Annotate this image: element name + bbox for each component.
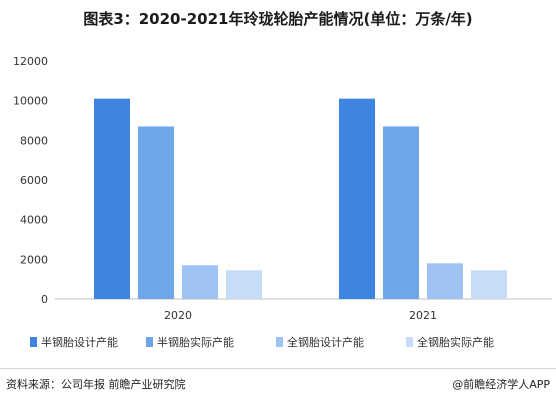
- y-tick-label: 4000: [20, 214, 48, 227]
- chart-title: 图表3：2020-2021年玲珑轮胎产能情况(单位：万条/年): [83, 10, 473, 28]
- y-tick-label: 2000: [20, 253, 48, 266]
- legend-swatch: [276, 337, 283, 347]
- legend-swatch: [406, 337, 413, 347]
- x-axis: 2020 2021: [164, 309, 437, 322]
- bar-2020-series-1: [94, 98, 130, 299]
- legend-label: 全钢胎设计产能: [287, 335, 364, 349]
- y-tick-label: 8000: [20, 134, 48, 147]
- legend-label: 半钢胎设计产能: [41, 335, 118, 349]
- y-tick-label: 10000: [13, 95, 48, 108]
- bar-2021-series-2: [383, 126, 419, 299]
- legend-swatch: [30, 337, 37, 347]
- legend-item: 全钢胎实际产能: [406, 335, 494, 349]
- legend-item: 半钢胎设计产能: [30, 335, 118, 349]
- bar-2021-series-1: [339, 98, 375, 299]
- y-axis: 0 2000 4000 6000 8000 10000 12000: [13, 55, 48, 306]
- bar-2020-series-3: [182, 265, 218, 299]
- legend-label: 半钢胎实际产能: [157, 335, 234, 349]
- source-note: 资料来源：公司年报 前瞻产业研究院: [6, 378, 186, 391]
- y-tick-label: 12000: [13, 55, 48, 68]
- legend: 半钢胎设计产能 半钢胎实际产能 全钢胎设计产能 全钢胎实际产能: [30, 335, 494, 349]
- legend-item: 全钢胎设计产能: [276, 335, 364, 349]
- y-tick-label: 6000: [20, 174, 48, 187]
- legend-swatch: [146, 337, 153, 347]
- bar-2020-series-2: [138, 126, 174, 299]
- y-tick-label: 0: [41, 293, 48, 306]
- legend-label: 全钢胎实际产能: [417, 335, 494, 349]
- bar-2021-series-3: [427, 263, 463, 299]
- x-tick-label: 2021: [409, 309, 437, 322]
- bars: [94, 98, 507, 299]
- brand-credit: @前瞻经济学人APP: [452, 378, 550, 391]
- bar-2020-series-4: [226, 270, 262, 299]
- footer-divider: [0, 368, 556, 369]
- x-tick-label: 2020: [164, 309, 192, 322]
- legend-item: 半钢胎实际产能: [146, 335, 234, 349]
- bar-2021-series-4: [471, 270, 507, 299]
